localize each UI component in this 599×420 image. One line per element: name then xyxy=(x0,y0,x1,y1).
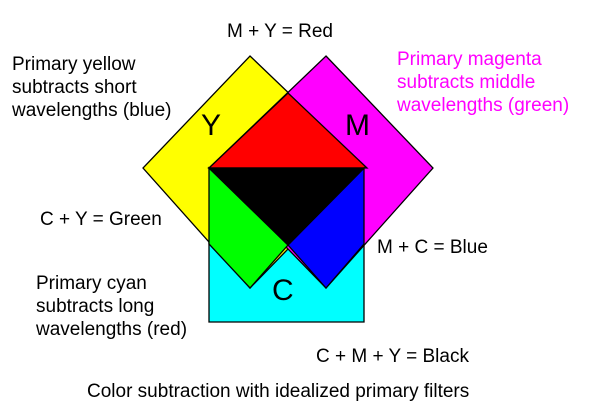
cyan-filter-letter: C xyxy=(272,274,294,307)
yellow-note-line: subtracts short xyxy=(12,77,137,98)
black-overlap xyxy=(207,167,366,246)
magenta-filter-note: Primary magenta subtracts middle wavelen… xyxy=(397,48,569,117)
cyan-note-line: Primary cyan xyxy=(36,273,147,294)
red-equation-label: M + Y = Red xyxy=(227,21,333,42)
cyan-filter-note: Primary cyan subtracts long wavelengths … xyxy=(36,272,187,341)
yellow-note-line: Primary yellow xyxy=(12,54,136,75)
diagram-caption: Color subtraction with idealized primary… xyxy=(87,381,470,402)
yellow-filter-note: Primary yellow subtracts short wavelengt… xyxy=(12,53,171,122)
yellow-filter-letter: Y xyxy=(201,109,222,142)
green-equation-label: C + Y = Green xyxy=(40,209,162,230)
yellow-note-line: wavelengths (blue) xyxy=(12,100,172,121)
magenta-filter-letter: M xyxy=(345,109,370,142)
cyan-note-line: wavelengths (red) xyxy=(36,319,188,340)
magenta-note-line: subtracts middle xyxy=(397,72,536,93)
black-equation-label: C + M + Y = Black xyxy=(316,346,469,367)
magenta-note-line: Primary magenta xyxy=(397,49,542,70)
cyan-note-line: subtracts long xyxy=(36,296,155,317)
magenta-note-line: wavelengths (green) xyxy=(397,95,570,116)
blue-equation-label: M + C = Blue xyxy=(377,237,488,258)
